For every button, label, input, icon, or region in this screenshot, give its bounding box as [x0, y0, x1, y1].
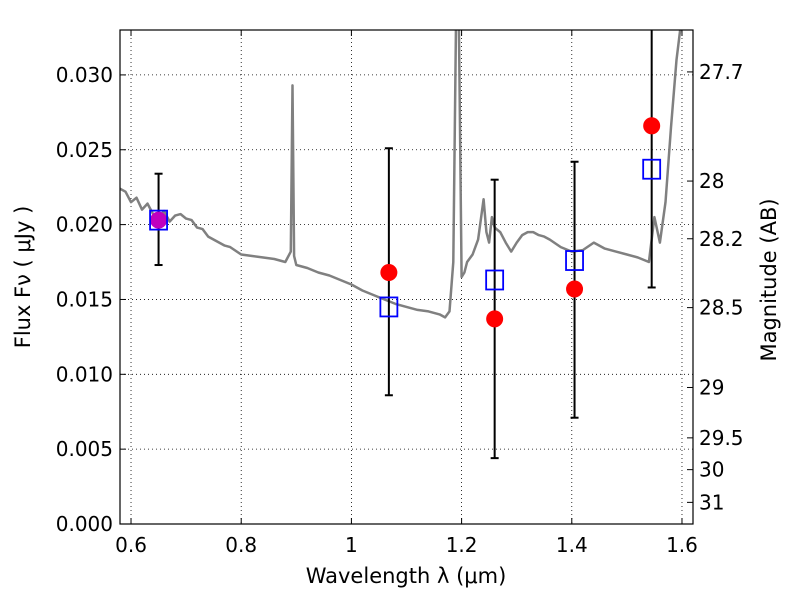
y2-tick-label: 30 [699, 458, 724, 482]
y2-axis-label: Magnitude (AB) [757, 198, 781, 361]
model-point [149, 209, 168, 231]
x-axis-label: Wavelength λ (μm) [306, 564, 507, 588]
y2-tick-label: 27.7 [699, 60, 744, 84]
y-tick-label: 0.010 [56, 362, 113, 386]
y2-tick-label: 28 [699, 169, 724, 193]
y2-tick-label: 29.5 [699, 426, 744, 450]
y2-tick-label: 31 [699, 490, 724, 514]
data-point-observed [566, 280, 584, 298]
y-tick-label: 0.005 [56, 437, 113, 461]
model-point [642, 158, 662, 180]
x-tick-label: 1.6 [666, 533, 698, 557]
y-tick-label: 0.020 [56, 213, 113, 237]
y-tick-label: 0.000 [56, 512, 113, 536]
model-point [379, 296, 399, 318]
y2-tick-label: 28.5 [699, 296, 744, 320]
y-tick-label: 0.025 [56, 138, 113, 162]
y-tick-label: 0.030 [56, 63, 113, 87]
spectrum [120, 30, 682, 319]
plot-frame [119, 29, 694, 525]
y2-tick-label: 28.2 [699, 227, 744, 251]
data-point-observed [486, 310, 504, 328]
x-tick-label: 1.2 [446, 533, 478, 557]
model-point [485, 269, 505, 291]
x-tick-label: 0.8 [225, 533, 257, 557]
data-point-observed [643, 117, 661, 135]
x-tick-label: 0.6 [115, 533, 147, 557]
x-tick-label: 1 [345, 533, 358, 557]
y2-tick-label: 29 [699, 375, 724, 399]
model-point [565, 250, 584, 271]
y-tick-label: 0.015 [56, 287, 113, 311]
x-tick-label: 1.4 [556, 533, 588, 557]
plot-background [120, 30, 693, 524]
ticks: 0.6 0.8 1 1.2 1.4 1.6 0.000 0.005 0.010 0.015 0.02… [56, 30, 744, 557]
markers [149, 117, 662, 328]
data-point-observed [380, 264, 398, 282]
y-axis-label: Flux Fν ( μJy ) [11, 206, 35, 349]
spectrum-line [120, 30, 682, 319]
data-point-observed-optical [150, 211, 168, 229]
